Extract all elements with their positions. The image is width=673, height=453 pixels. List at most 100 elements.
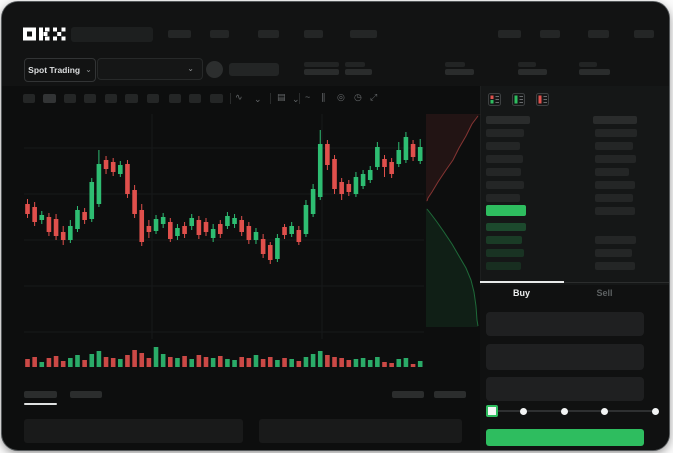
- orderbook-asks-view-icon[interactable]: [536, 93, 550, 107]
- ticker-stat-label-4: [518, 62, 536, 67]
- bottom-active-tab-underline: [24, 403, 57, 405]
- bid-row-price[interactable]: [486, 236, 522, 244]
- submit-order-button[interactable]: [486, 429, 644, 446]
- pair-selector[interactable]: ⌄: [97, 58, 203, 80]
- bottom-tab-right-1[interactable]: [392, 391, 424, 398]
- bottom-tab-1[interactable]: [24, 391, 57, 398]
- toolbar-separator: [270, 93, 271, 104]
- timeframe-button-7[interactable]: [147, 94, 159, 103]
- ticker-stat-label-5: [579, 62, 597, 67]
- nav-item-2[interactable]: [210, 30, 229, 38]
- slider-stop-2[interactable]: [560, 407, 568, 415]
- ask-row-amount[interactable]: [595, 129, 637, 137]
- fullscreen-icon[interactable]: ⤢: [370, 92, 378, 102]
- slider-track[interactable]: [492, 410, 658, 412]
- bottom-panel-1: [24, 419, 243, 443]
- timeframe-button-9[interactable]: [189, 94, 201, 103]
- ask-row-amount[interactable]: [595, 181, 635, 189]
- ask-row-price[interactable]: [486, 194, 520, 202]
- bottom-tab-2[interactable]: [70, 391, 102, 398]
- timeframe-button-8[interactable]: [169, 94, 181, 103]
- timeframe-button-2[interactable]: [43, 94, 56, 103]
- nav-item-4[interactable]: [304, 30, 323, 38]
- ticker-stat-value-5: [579, 69, 610, 75]
- nav-item-1[interactable]: [168, 30, 191, 38]
- orderbook-bids-view-icon[interactable]: [512, 93, 526, 107]
- nav-right-item-3[interactable]: [588, 30, 609, 38]
- ask-row-amount[interactable]: [595, 207, 635, 215]
- ask-row-amount[interactable]: [595, 155, 636, 163]
- candle-style-icon[interactable]: ▤: [277, 92, 286, 102]
- depth-chart: [426, 114, 481, 327]
- ask-row-amount[interactable]: [595, 168, 629, 176]
- orderbook-combined-view-icon[interactable]: [488, 93, 502, 107]
- nav-right-item-2[interactable]: [540, 30, 560, 38]
- timeframe-button-10[interactable]: [210, 94, 223, 103]
- indicators-icon[interactable]: ~: [305, 92, 311, 102]
- tab-buy[interactable]: Buy: [480, 288, 563, 301]
- order-form-field-1[interactable]: [486, 312, 644, 336]
- ask-row-price[interactable]: [486, 168, 521, 176]
- nav-item-5[interactable]: [350, 30, 377, 38]
- timeframe-button-4[interactable]: [84, 94, 96, 103]
- timeframe-button-1[interactable]: [23, 94, 35, 103]
- ticker-stat-label-2: [345, 62, 365, 67]
- slider-stop-4[interactable]: [651, 407, 659, 415]
- slider-handle[interactable]: [486, 405, 498, 417]
- ask-row-amount[interactable]: [595, 142, 633, 150]
- chart-interval-icon[interactable]: ∿: [235, 92, 243, 102]
- ticker-stat-value-1: [304, 69, 339, 75]
- slider-stop-3[interactable]: [600, 407, 608, 415]
- orderbook-header-price: [486, 116, 530, 124]
- amount-slider[interactable]: [486, 404, 660, 418]
- pair-name-placeholder: [229, 63, 279, 76]
- ticker-stat-label-3: [445, 62, 465, 67]
- drawing-tools-icon[interactable]: ∥: [321, 92, 326, 102]
- chevron-down-icon: ⌄: [187, 64, 194, 73]
- slider-stop-1[interactable]: [519, 407, 527, 415]
- timeframe-button-5[interactable]: [105, 94, 117, 103]
- ask-row-amount[interactable]: [595, 194, 633, 202]
- bid-row-amount[interactable]: [595, 249, 632, 257]
- bid-row-amount[interactable]: [595, 236, 636, 244]
- screenshot-icon[interactable]: ◎: [337, 92, 345, 102]
- nav-item-3[interactable]: [258, 30, 279, 38]
- nav-right-item-4[interactable]: [634, 30, 654, 38]
- bid-row-price[interactable]: [486, 249, 524, 257]
- ask-row-price[interactable]: [486, 181, 524, 189]
- chart-settings-icon[interactable]: ◷: [354, 92, 362, 102]
- ask-row-price[interactable]: [486, 155, 523, 163]
- ticker-stat-value-4: [518, 69, 547, 75]
- ask-row-price[interactable]: [486, 142, 520, 150]
- bottom-panel-2: [259, 419, 462, 443]
- tab-sell[interactable]: Sell: [563, 288, 646, 301]
- okx-logo: [23, 27, 66, 41]
- bid-row-amount[interactable]: [595, 262, 635, 270]
- order-form-field-3[interactable]: [486, 377, 644, 401]
- orderbook-header-amount: [593, 116, 637, 124]
- timeframe-button-6[interactable]: [125, 94, 138, 103]
- buy-tab-label: Buy: [512, 288, 530, 298]
- active-tab-indicator: [480, 281, 564, 283]
- ticker-stat-value-3: [445, 69, 474, 75]
- trade-tabs-divider: [480, 281, 669, 283]
- chevron-down-icon[interactable]: ⌄: [292, 94, 300, 104]
- timeframe-button-3[interactable]: [64, 94, 76, 103]
- chevron-down-icon: ⌄: [85, 65, 92, 74]
- candlestick-chart[interactable]: [24, 114, 424, 367]
- market-type-label: Spot Trading: [28, 65, 81, 75]
- order-form-field-2[interactable]: [486, 344, 644, 370]
- bottom-tab-right-2[interactable]: [434, 391, 466, 398]
- market-type-selector[interactable]: Spot Trading ⌄: [24, 58, 96, 82]
- bid-row-price[interactable]: [486, 223, 526, 231]
- chevron-down-icon[interactable]: ⌄: [254, 94, 262, 104]
- header-search-placeholder[interactable]: [71, 27, 153, 42]
- toolbar-separator: [299, 93, 300, 104]
- nav-right-item-1[interactable]: [498, 30, 521, 38]
- ask-row-price[interactable]: [486, 129, 524, 137]
- trade-tabs: Buy Sell: [480, 288, 646, 301]
- ticker-stat-label-1: [304, 62, 339, 67]
- bid-row-price[interactable]: [486, 262, 521, 270]
- toolbar-separator: [230, 93, 231, 104]
